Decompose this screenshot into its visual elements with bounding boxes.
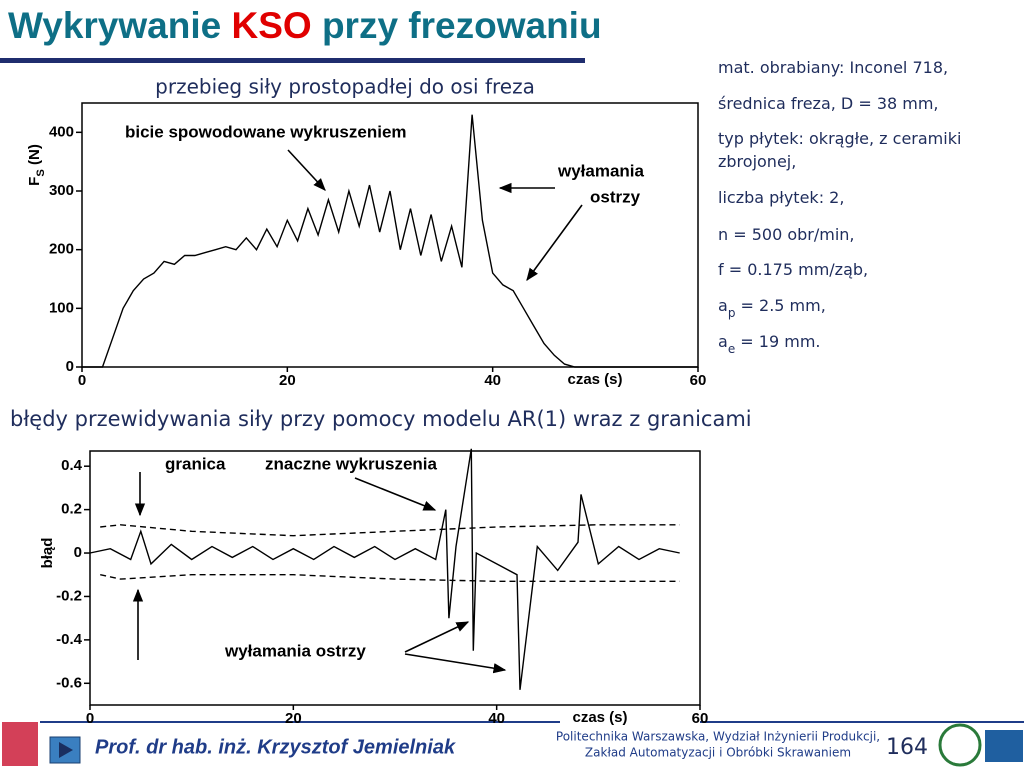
y-tick-label: 400 — [49, 123, 74, 140]
y-tick-label: -0.2 — [56, 587, 82, 604]
y-tick-label: 200 — [49, 241, 74, 258]
slide-title: Wykrywanie KSO przy frezowaniu — [8, 5, 602, 46]
x-tick-label: 40 — [488, 710, 505, 727]
y-axis-label-main: błąd — [39, 538, 56, 569]
y-tick-label: 100 — [49, 299, 74, 316]
param-main: typ płytek: okrągłe, z ceramiki — [718, 129, 961, 148]
plot-frame — [89, 450, 701, 706]
x-tick-label: 60 — [692, 710, 709, 727]
annotation: wyłamania — [557, 161, 645, 180]
param: mat. obrabiany: Inconel 718, — [718, 58, 948, 77]
x-axis-label: czas (s) — [567, 371, 622, 388]
param-main: a — [718, 296, 728, 315]
x-tick-label: 0 — [78, 372, 86, 389]
series-line — [82, 114, 698, 368]
param: zbrojonej, — [718, 152, 796, 171]
annotation: bicie spowodowane wykruszeniem — [125, 122, 407, 141]
chart-title: błędy przewidywania siły przy pomocy mod… — [10, 407, 752, 431]
y-axis-label: błąd — [39, 538, 56, 569]
y-axis-label-sub: S — [35, 169, 47, 177]
arrow — [526, 204, 583, 282]
param-main: średnica freza, D = 38 mm, — [718, 94, 939, 113]
param-sub: p — [728, 306, 736, 320]
arrow — [354, 477, 437, 511]
arrow — [404, 621, 470, 653]
param: ap = 2.5 mm, — [718, 296, 826, 320]
param: f = 0.175 mm/ząb, — [718, 260, 868, 279]
chart-title: przebieg siły prostopadłej do osi freza — [155, 75, 535, 99]
y-axis-label-rest: (N) — [26, 144, 43, 169]
y-tick-label: -0.6 — [56, 674, 82, 691]
page-number: 164 — [886, 735, 928, 760]
y-tick-label: -0.4 — [56, 631, 83, 648]
param: średnica freza, D = 38 mm, — [718, 94, 939, 113]
y-tick-label: 300 — [49, 182, 74, 199]
x-tick-label: 60 — [690, 372, 707, 389]
x-tick-label: 0 — [86, 710, 94, 727]
x-tick-label: 20 — [285, 710, 302, 727]
param-main: f = 0.175 mm/ząb, — [718, 260, 868, 279]
param: typ płytek: okrągłe, z ceramiki — [718, 129, 961, 148]
param-main: zbrojonej, — [718, 152, 796, 171]
x-tick-label: 20 — [279, 372, 296, 389]
param-sub: e — [728, 342, 735, 356]
logo — [985, 730, 1023, 762]
y-tick-label: 0 — [74, 544, 82, 561]
param-main: liczba płytek: 2, — [718, 188, 844, 207]
arrows — [132, 149, 583, 674]
y-axis-label: FS (N) — [26, 144, 47, 186]
department: Zakład Automatyzacji i Obróbki Skrawanie… — [585, 746, 851, 760]
annotation: granica — [165, 454, 226, 473]
y-axis-label-main: F — [26, 177, 43, 186]
annotation: wyłamania ostrzy — [224, 641, 366, 660]
y-tick-label: 0 — [66, 358, 74, 375]
arrow — [287, 149, 326, 191]
y-tick-label: 0.4 — [61, 457, 83, 474]
series-line — [89, 448, 680, 690]
arrow — [404, 653, 507, 674]
logo — [938, 723, 982, 767]
series-line — [100, 524, 680, 537]
annotation: ostrzy — [590, 187, 641, 206]
author: Prof. dr hab. inż. Krzysztof Jemielniak — [95, 736, 456, 758]
x-axis-label: czas (s) — [572, 709, 627, 726]
plot-frame — [81, 102, 699, 368]
param: n = 500 obr/min, — [718, 225, 855, 244]
institution: Politechnika Warszawska, Wydział Inżynie… — [556, 730, 880, 744]
param-rest: = 19 mm. — [735, 332, 820, 351]
y-tick-label: 0.2 — [61, 501, 82, 518]
x-tick-label: 40 — [484, 372, 501, 389]
param-rest: = 2.5 mm, — [735, 296, 825, 315]
annotation: znaczne wykruszenia — [265, 454, 438, 473]
series-line — [100, 574, 680, 582]
title-bar — [0, 58, 585, 63]
param: liczba płytek: 2, — [718, 188, 844, 207]
play-icon — [59, 742, 73, 758]
param-main: a — [718, 332, 728, 351]
logo — [2, 722, 38, 766]
param-main: n = 500 obr/min, — [718, 225, 855, 244]
param: ae = 19 mm. — [718, 332, 820, 356]
param-main: mat. obrabiany: Inconel 718, — [718, 58, 948, 77]
